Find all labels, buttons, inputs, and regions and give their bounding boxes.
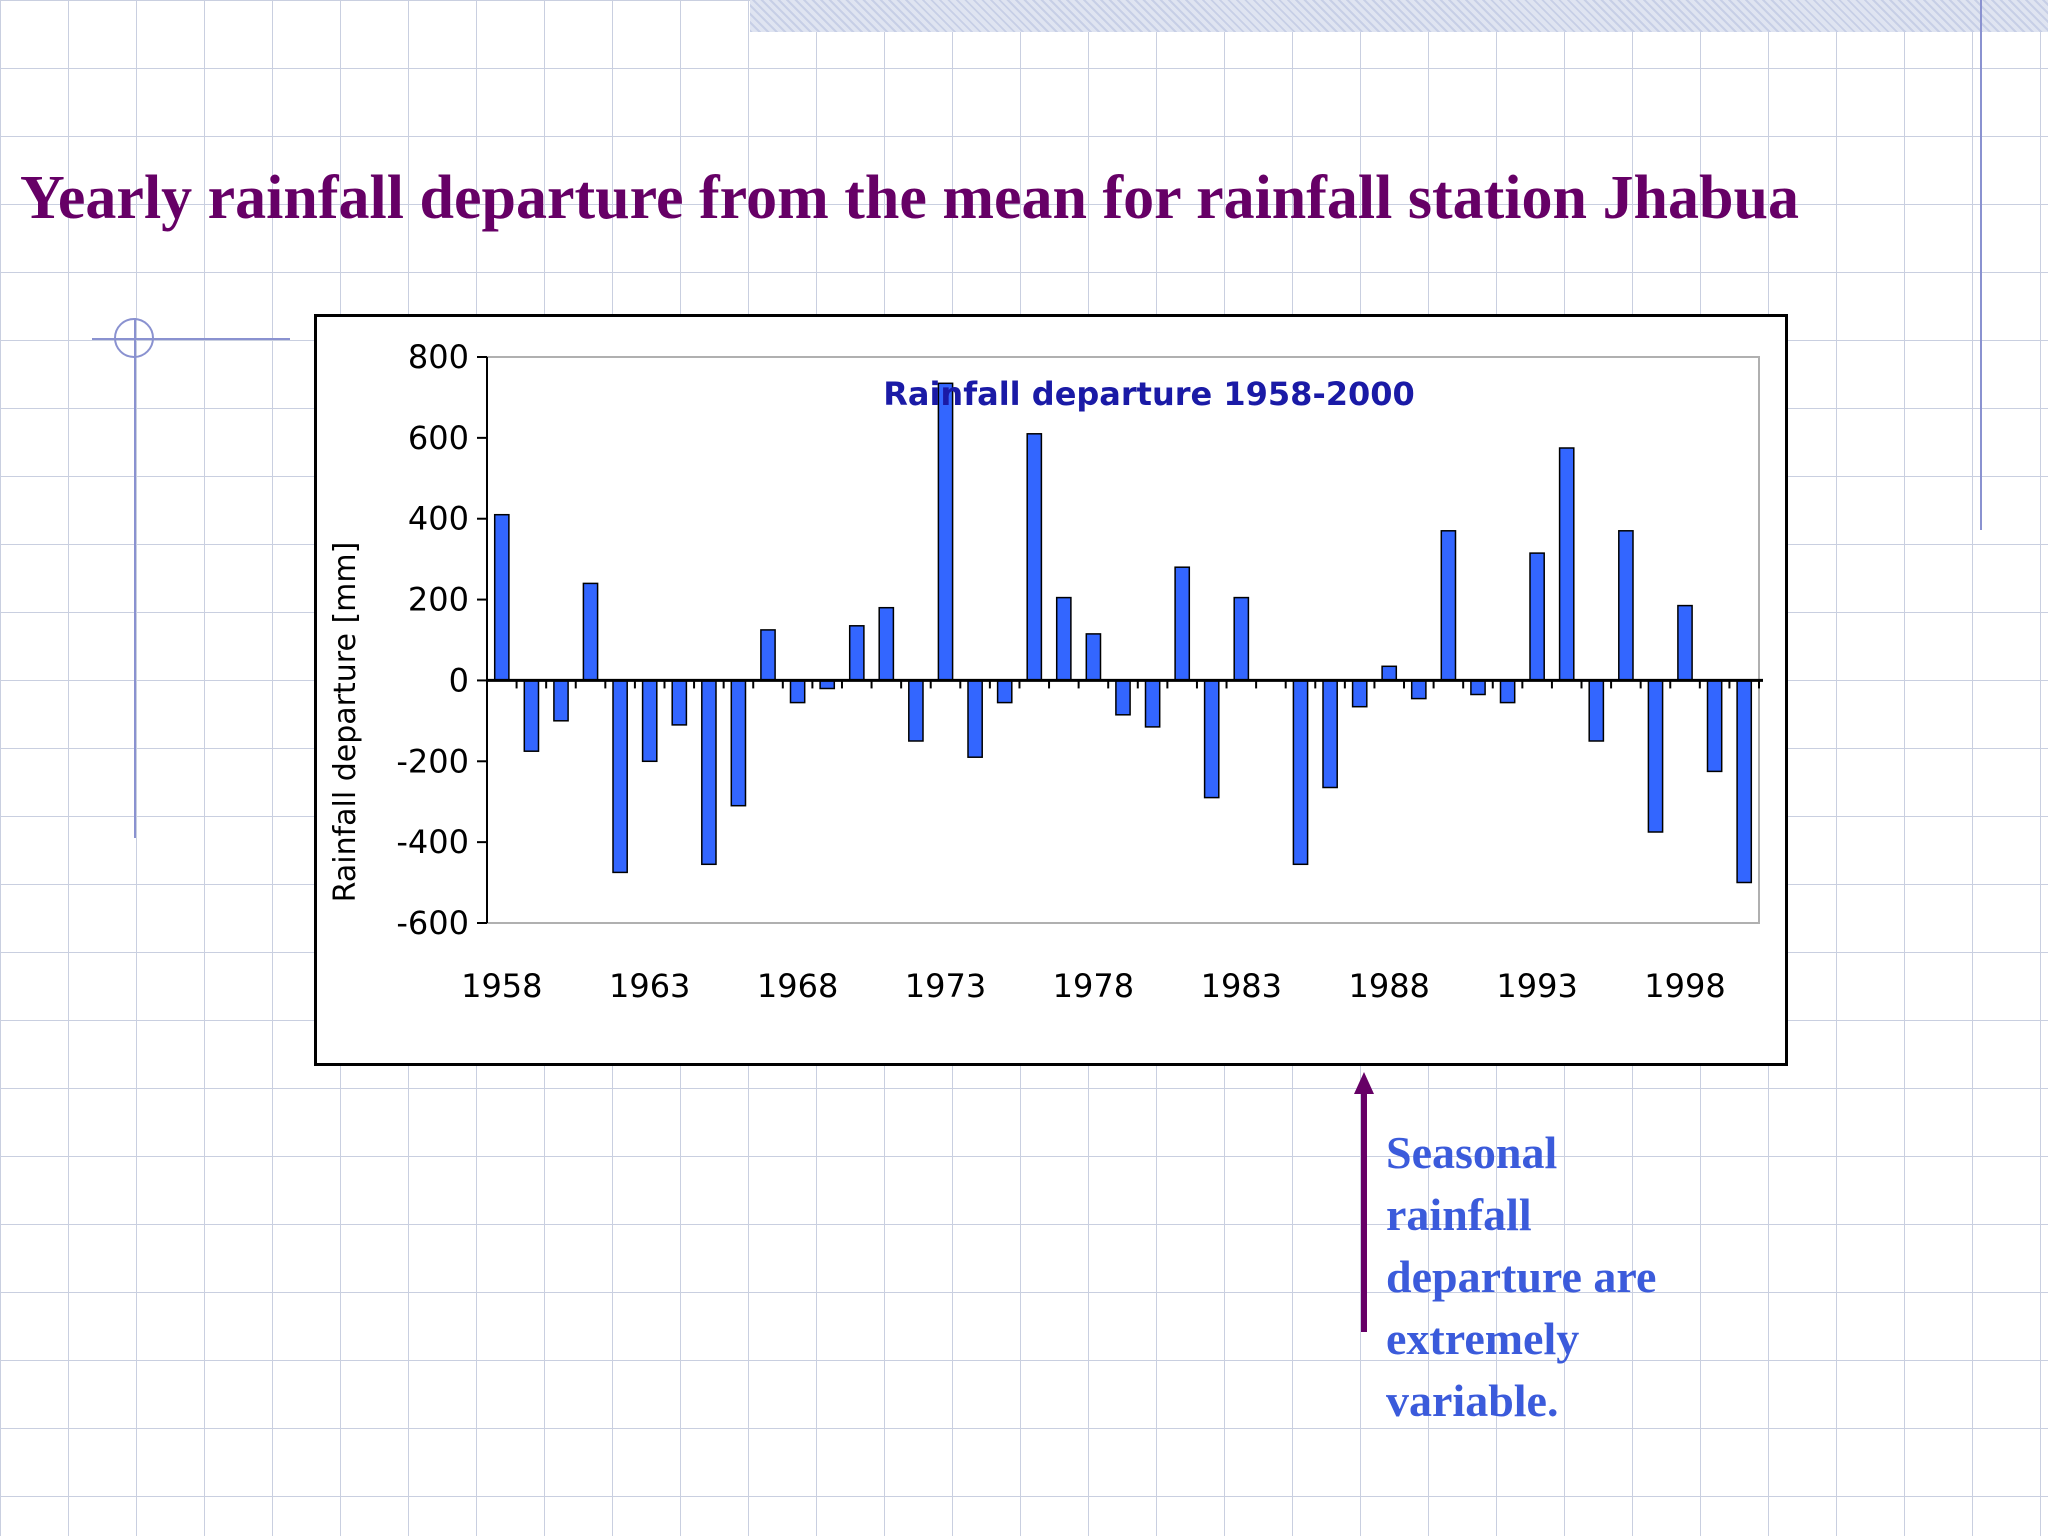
x-tick-label: 1978 <box>1053 967 1134 1005</box>
bar-1993 <box>1529 552 1545 682</box>
bar-1991 <box>1470 679 1486 696</box>
bar-1972 <box>908 679 924 742</box>
bar-1963 <box>641 679 658 763</box>
bar-1995 <box>1588 679 1605 742</box>
y-tick-label: 400 <box>408 500 469 538</box>
bar-1983 <box>1233 596 1250 682</box>
y-tick-label: 200 <box>408 581 469 619</box>
x-tick-label: 1998 <box>1644 967 1725 1005</box>
decorative-left-rule <box>134 318 136 838</box>
bar-1962 <box>612 679 628 874</box>
bar-1987 <box>1351 679 1368 708</box>
decorative-circle-icon <box>114 318 154 358</box>
x-tick-label: 1963 <box>609 967 690 1005</box>
x-tick-label: 1988 <box>1348 967 1429 1005</box>
bar-1981 <box>1174 566 1191 682</box>
bar-1967 <box>760 629 776 682</box>
bar-1968 <box>789 679 806 704</box>
bar-1988 <box>1381 665 1398 682</box>
bar-1978 <box>1085 633 1102 682</box>
bar-1977 <box>1055 596 1072 682</box>
bar-1998 <box>1677 604 1693 682</box>
bar-1986 <box>1322 679 1338 789</box>
y-tick-label: 800 <box>408 338 469 376</box>
bar-1997 <box>1647 679 1664 833</box>
note-arrow-icon <box>1354 1072 1374 1332</box>
y-tick-label: 600 <box>408 419 469 457</box>
bar-1973 <box>937 382 954 682</box>
y-tick-label: -200 <box>396 742 469 780</box>
x-tick-label: 1958 <box>461 967 542 1005</box>
bar-1961 <box>582 582 599 682</box>
bar-1996 <box>1618 530 1634 682</box>
bar-1999 <box>1706 679 1723 773</box>
x-tick-label: 1968 <box>757 967 838 1005</box>
bar-1990 <box>1440 530 1457 682</box>
bar-1970 <box>848 625 865 682</box>
bar-1976 <box>1026 433 1043 682</box>
note-text: Seasonal rainfall departure are extremel… <box>1386 1127 1657 1426</box>
bar-1971 <box>878 606 895 682</box>
bar-1966 <box>730 679 747 807</box>
bar-1974 <box>967 679 983 758</box>
y-tick-label: -400 <box>396 823 469 861</box>
x-tick-label: 1993 <box>1496 967 1577 1005</box>
y-tick-label: -600 <box>396 904 469 942</box>
y-axis-label: Rainfall departure [mm] <box>328 542 363 903</box>
bar-1992 <box>1499 679 1516 704</box>
bar-1960 <box>553 679 569 722</box>
chart-frame: 800 600 400 200 0 -200 -400 -600 1958 1963 1968 19… <box>314 314 1788 1066</box>
slide-title: Yearly rainfall departure from the mean … <box>20 164 1799 232</box>
bar-1985 <box>1292 679 1309 866</box>
x-tick-label: 1983 <box>1201 967 1282 1005</box>
bar-1964 <box>671 679 688 726</box>
bar-1982 <box>1203 679 1220 799</box>
x-axis: 1958 1963 1968 1973 1978 1983 1988 1993 1998 <box>461 678 1763 1005</box>
plot-area <box>486 356 1760 924</box>
bar-1958 <box>493 513 510 682</box>
y-axis: 800 600 400 200 0 -200 -400 -600 <box>396 338 488 942</box>
decorative-vertical-rule <box>1980 0 1982 530</box>
bar-1965 <box>701 679 717 866</box>
bar-1979 <box>1115 679 1131 716</box>
bar-1994 <box>1558 447 1575 682</box>
header-pattern-band <box>750 0 2048 32</box>
bar-1959 <box>523 679 540 752</box>
bar-2000 <box>1736 679 1753 884</box>
bar-1989 <box>1410 679 1427 700</box>
bar-1975 <box>996 679 1013 704</box>
chart-title: Rainfall departure 1958-2000 <box>883 375 1415 413</box>
decorative-left-crossbar <box>92 338 290 340</box>
bar-1980 <box>1144 679 1161 728</box>
x-tick-label: 1973 <box>905 967 986 1005</box>
y-tick-label: 0 <box>449 661 469 699</box>
